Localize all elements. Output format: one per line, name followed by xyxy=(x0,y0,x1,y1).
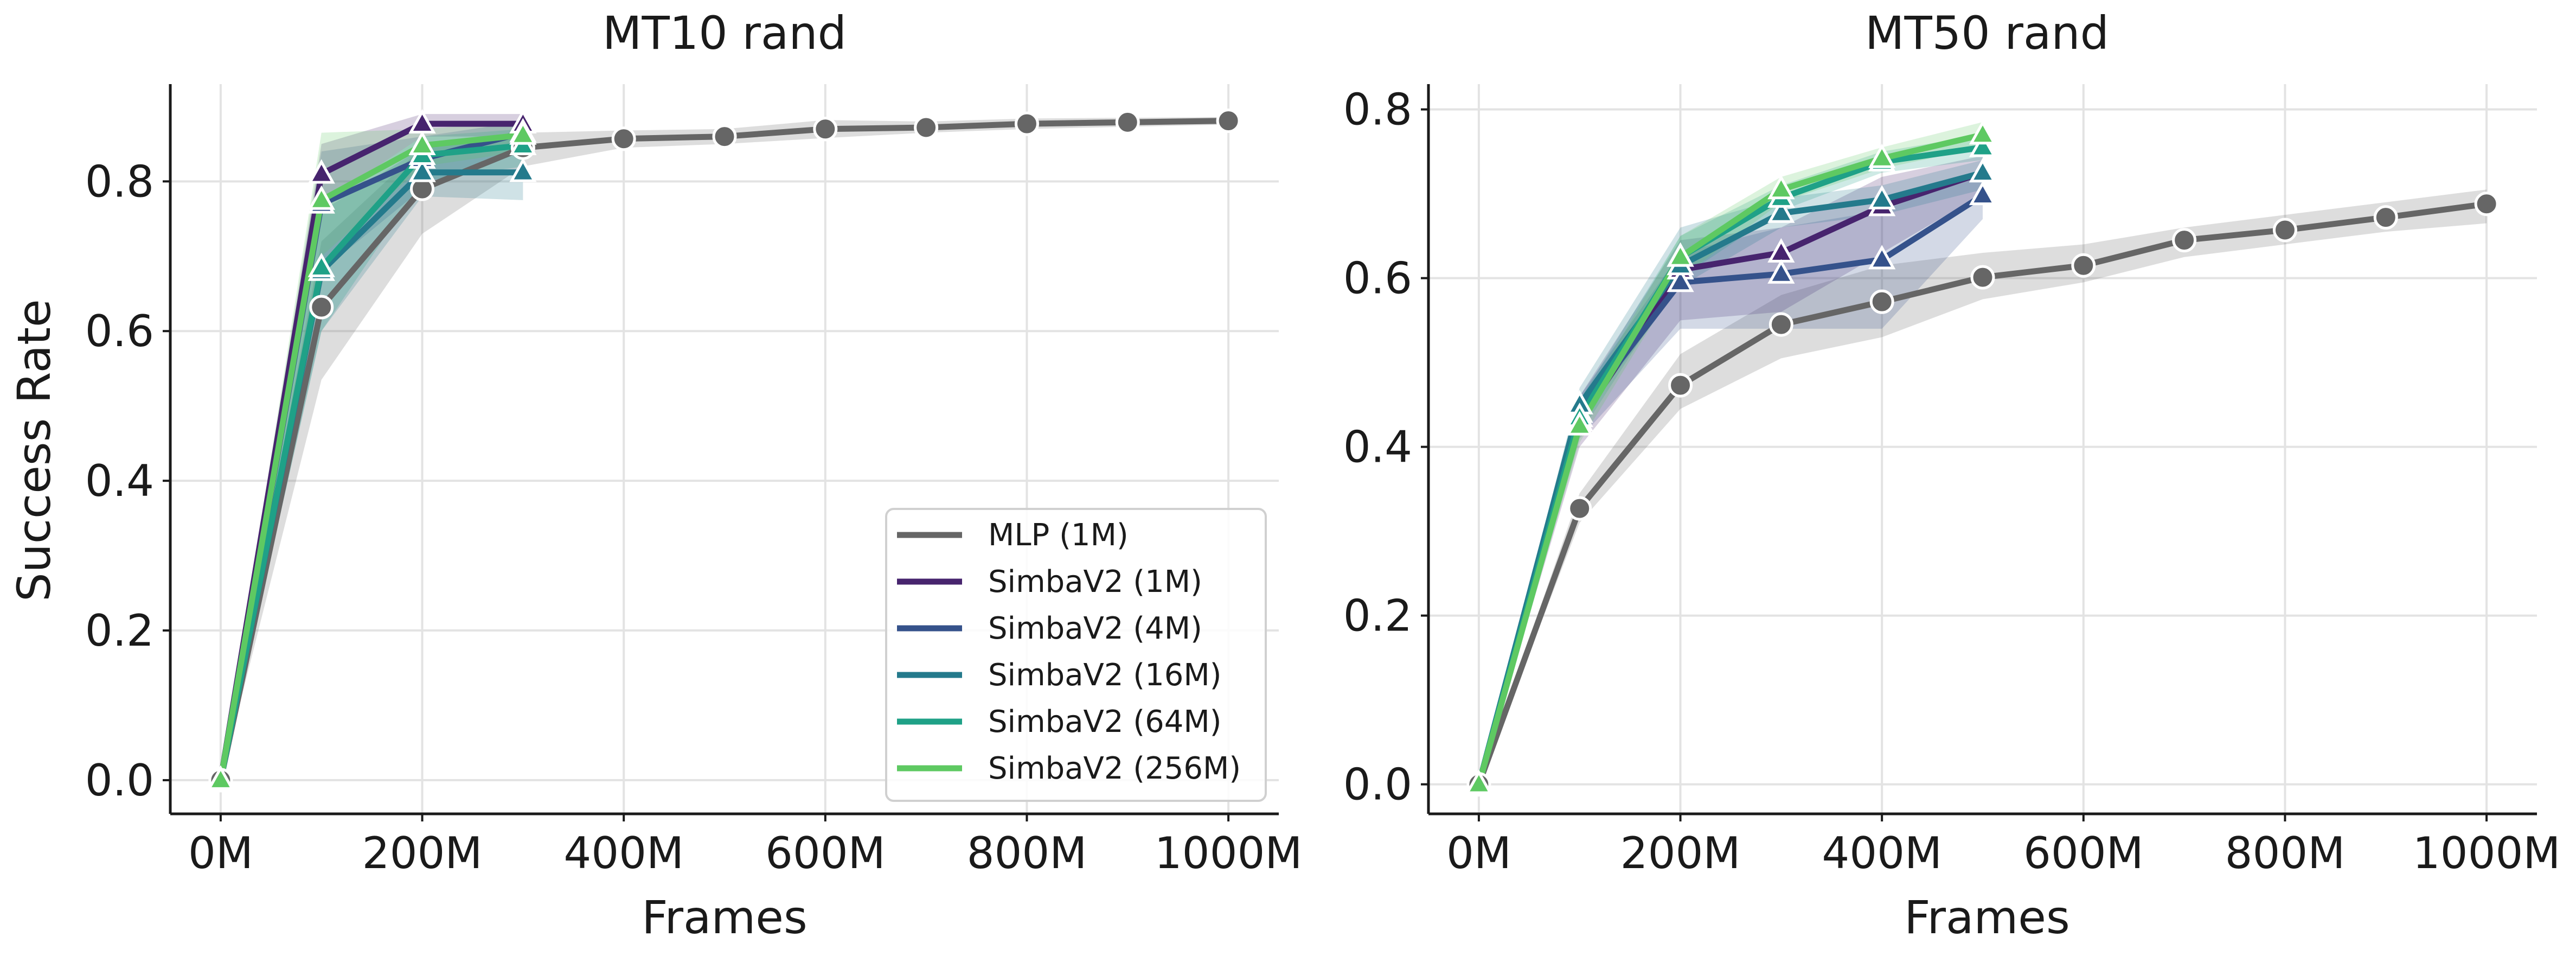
point-simbav2-256m xyxy=(1465,769,1493,794)
y-tick-label: 0.4 xyxy=(85,456,154,506)
legend-label-mlp-1m: MLP (1M) xyxy=(988,518,1129,553)
x-tick-label: 600M xyxy=(765,828,886,878)
line-simbav2-64m xyxy=(217,142,523,781)
legend-label-simbav2-4m: SimbaV2 (4M) xyxy=(988,611,1202,646)
point-mlp-1m xyxy=(1014,111,1039,136)
band-simbav2-1m xyxy=(1478,156,1983,785)
point-mlp-1m xyxy=(1970,265,1995,290)
x-axis-label: Frames xyxy=(642,891,807,944)
point-mlp-1m xyxy=(2474,192,2499,216)
series-lines xyxy=(1476,131,2487,786)
point-mlp-1m xyxy=(1567,496,1592,521)
axes xyxy=(163,84,1279,821)
point-simbav2-256m xyxy=(1767,175,1795,200)
x-tick-label: 400M xyxy=(563,828,684,878)
line-simbav2-256m xyxy=(217,132,523,781)
point-mlp-1m xyxy=(914,115,939,140)
y-tick-label: 0.8 xyxy=(85,156,154,207)
x-tick-label: 1000M xyxy=(2413,828,2561,878)
legend-label-simbav2-16m: SimbaV2 (16M) xyxy=(988,658,1222,693)
tick-labels: 0M 200M 400M 600M 800M 1000M 0.0 0.2 0.4 0.6 0.8 xyxy=(1343,85,2561,878)
point-simbav2-256m xyxy=(509,120,537,145)
point-simbav2-4m xyxy=(1767,259,1795,284)
x-tick-label: 400M xyxy=(1822,828,1942,878)
band-simbav2-4m xyxy=(1478,173,1983,785)
point-simbav2-256m xyxy=(1969,120,1997,145)
y-tick-label: 0.8 xyxy=(1343,85,1412,135)
point-simbav2-256m xyxy=(1667,242,1694,267)
band-mlp-1m xyxy=(1478,189,2487,785)
y-tick-label: 0.0 xyxy=(85,755,154,806)
x-tick-label: 200M xyxy=(362,828,483,878)
chart-panel-mt10: MT10 rand Success Rate Frames 0M 200M 400M… xyxy=(8,7,1302,944)
point-mlp-1m xyxy=(2071,253,2096,278)
point-simbav2-16m xyxy=(1868,184,1896,209)
point-mlp-1m xyxy=(1115,110,1140,135)
legend-frame xyxy=(885,508,1267,802)
point-simbav2-256m xyxy=(307,185,335,210)
x-tick-label: 800M xyxy=(967,828,1087,878)
point-mlp-1m xyxy=(712,124,737,149)
tick-labels: 0M 200M 400M 600M 800M 1000M 0.0 0.2 0.4 0.6 0.8 xyxy=(85,156,1303,878)
line-simbav2-256m xyxy=(1476,131,1984,786)
y-tick-label: 0.2 xyxy=(85,606,154,656)
point-simbav2-256m xyxy=(207,765,235,790)
x-tick-label: 200M xyxy=(1620,828,1741,878)
point-mlp-1m xyxy=(1668,373,1693,398)
legend: MLP (1M) SimbaV2 (1M) SimbaV2 (4M) SimbaV2 … xyxy=(885,508,1267,802)
point-simbav2-64m xyxy=(307,252,335,277)
point-simbav2-4m xyxy=(1868,245,1896,270)
legend-label-simbav2-1m: SimbaV2 (1M) xyxy=(988,564,1202,600)
band-simbav2-64m xyxy=(220,129,523,780)
legend-label-simbav2-64m: SimbaV2 (64M) xyxy=(988,704,1222,740)
x-tick-label: 0M xyxy=(188,828,253,878)
chart-panel-mt50: MT50 rand Frames 0M 200M 400M 600M 800M 1000M… xyxy=(1343,7,2561,944)
point-simbav2-64m xyxy=(1969,132,1997,157)
y-axis-label: Success Rate xyxy=(8,299,61,601)
chart-title: MT50 rand xyxy=(1865,7,2109,60)
y-tick-label: 0.4 xyxy=(1343,422,1412,473)
point-simbav2-16m xyxy=(509,157,537,182)
point-simbav2-256m xyxy=(1566,411,1593,436)
x-tick-label: 800M xyxy=(2225,828,2346,878)
series-markers xyxy=(207,109,1241,793)
axes xyxy=(1421,84,2537,821)
point-mlp-1m xyxy=(1869,289,1894,314)
point-simbav2-16m xyxy=(1969,158,1997,183)
point-mlp-1m xyxy=(813,117,838,142)
point-mlp-1m xyxy=(1216,109,1241,133)
point-mlp-1m xyxy=(309,295,334,320)
point-simbav2-4m xyxy=(1667,267,1694,292)
point-simbav2-1m xyxy=(307,159,335,184)
y-tick-label: 0.2 xyxy=(1343,591,1412,641)
point-simbav2-256m xyxy=(1868,143,1896,168)
point-mlp-1m xyxy=(611,126,636,151)
series-markers xyxy=(1465,120,2499,797)
point-simbav2-4m xyxy=(1969,181,1997,206)
y-tick-label: 0.0 xyxy=(1343,760,1412,810)
x-tick-label: 1000M xyxy=(1155,828,1303,878)
point-simbav2-16m xyxy=(1767,198,1795,223)
point-mlp-1m xyxy=(2373,205,2398,230)
point-simbav2-16m xyxy=(408,157,436,182)
point-mlp-1m xyxy=(2272,218,2297,243)
chart-title: MT10 rand xyxy=(603,7,847,60)
point-simbav2-256m xyxy=(408,130,436,156)
point-mlp-1m xyxy=(2172,228,2197,253)
x-tick-label: 0M xyxy=(1446,828,1511,878)
confidence-bands xyxy=(1478,122,2487,785)
y-tick-label: 0.6 xyxy=(85,306,154,356)
x-axis-label: Frames xyxy=(1904,891,2069,944)
x-tick-label: 600M xyxy=(2023,828,2144,878)
point-mlp-1m xyxy=(1768,312,1793,337)
legend-label-simbav2-256m: SimbaV2 (256M) xyxy=(988,751,1241,786)
y-tick-label: 0.6 xyxy=(1343,253,1412,304)
